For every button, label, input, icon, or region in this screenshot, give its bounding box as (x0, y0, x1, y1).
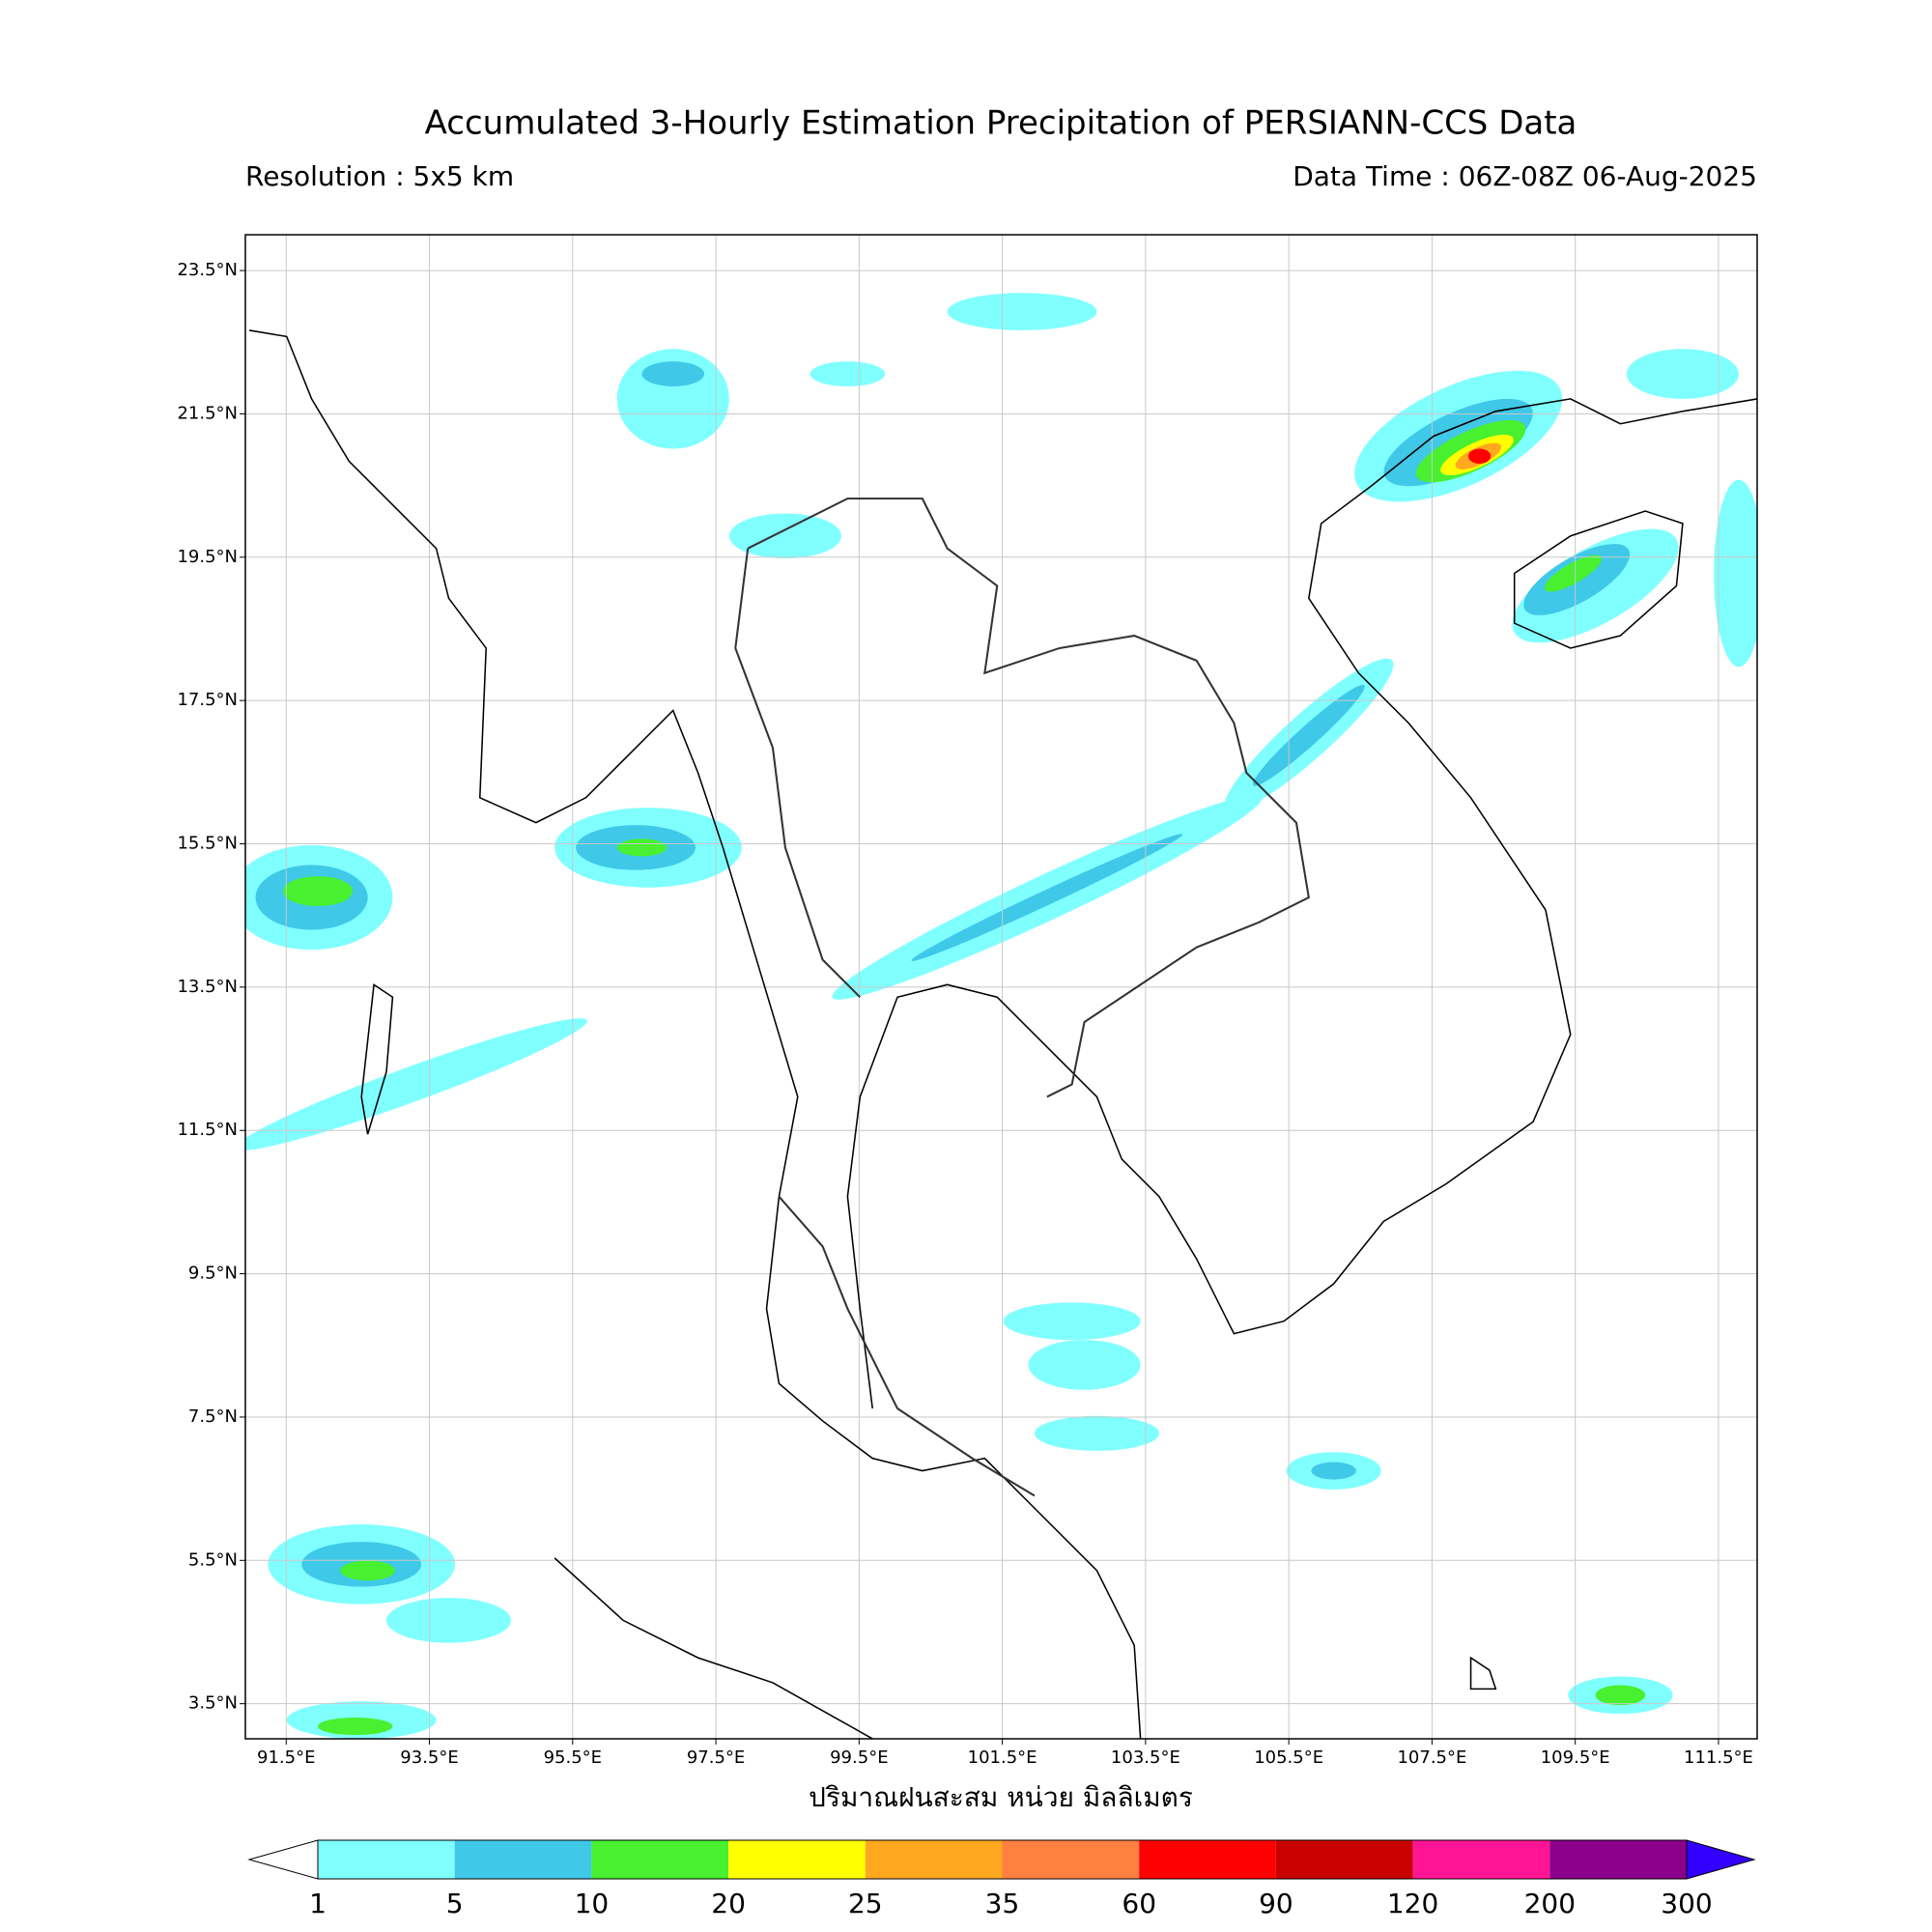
rain-area (1626, 349, 1739, 399)
colorbar-segment (318, 1840, 455, 1879)
grid (245, 235, 1757, 1739)
x-tick-label: 105.5°E (1254, 1747, 1323, 1768)
y-tick-label: 7.5°N (188, 1406, 238, 1427)
y-tick-label: 5.5°N (188, 1549, 238, 1570)
rain-area (1034, 1415, 1159, 1451)
y-tick-label: 15.5°N (177, 834, 238, 854)
colorbar-label: 20 (711, 1888, 746, 1919)
rain-area (340, 1560, 396, 1581)
colorbar: 1 5 10 20 25 35 60 90 120 200 300 (247, 1839, 1756, 1919)
rain-area (1467, 448, 1492, 464)
rain-layer (245, 293, 1757, 1739)
rain-area (1311, 1462, 1356, 1480)
axis-ticks: 91.5°E 93.5°E 95.5°E 97.5°E 99.5°E 101.5°E 103… (177, 260, 1752, 1768)
rain-area (616, 838, 668, 857)
coastlines (248, 329, 1757, 1739)
colorbar-segment (728, 1840, 866, 1879)
x-tick-label: 109.5°E (1541, 1747, 1610, 1768)
x-tick-label: 97.5°E (687, 1747, 745, 1768)
rain-area (947, 293, 1097, 330)
y-tick-label: 9.5°N (188, 1264, 238, 1284)
colorbar-label: 35 (985, 1888, 1020, 1919)
y-tick-label: 11.5°N (177, 1120, 238, 1140)
rain-area (318, 1718, 393, 1736)
rain-area (1252, 684, 1365, 786)
colorbar-segment (1549, 1840, 1687, 1879)
rain-area (1714, 479, 1757, 668)
x-tick-label: 111.5°E (1684, 1747, 1753, 1768)
x-tick-label: 99.5°E (830, 1747, 888, 1768)
y-tick-label: 23.5°N (177, 260, 238, 280)
colorbar-over (1686, 1839, 1756, 1880)
y-tick-label: 19.5°N (177, 547, 238, 567)
colorbar-segment (454, 1840, 592, 1879)
rain-area (1544, 554, 1602, 592)
x-tick-label: 91.5°E (257, 1747, 315, 1768)
colorbar-label: 300 (1661, 1888, 1712, 1919)
colorbar-segment (1002, 1840, 1140, 1879)
title: Accumulated 3-Hourly Estimation Precipit… (425, 104, 1577, 143)
rain-area (245, 1018, 587, 1151)
rain-area (1028, 1340, 1141, 1390)
x-tick-label: 95.5°E (544, 1747, 602, 1768)
rain-area (385, 1598, 512, 1643)
rain-area (641, 361, 705, 386)
map-area (245, 235, 1757, 1739)
colorbar-label: 60 (1122, 1888, 1156, 1919)
x-tick-label: 101.5°E (968, 1747, 1037, 1768)
thailand-border (734, 497, 1310, 1497)
y-tick-label: 13.5°N (177, 977, 238, 997)
y-tick-label: 17.5°N (177, 690, 238, 710)
y-tick-label: 3.5°N (188, 1693, 238, 1714)
x-tick-label: 107.5°E (1397, 1747, 1466, 1768)
rain-area (1595, 1685, 1646, 1706)
colorbar-under (247, 1839, 319, 1880)
rain-area (728, 513, 841, 559)
rain-area (911, 834, 1183, 961)
colorbar-label: 25 (848, 1888, 883, 1919)
rain-area (1003, 1302, 1141, 1341)
colorbar-frame (317, 1839, 1688, 1880)
x-label: ปริมาณฝนสะสม หน่วย มิลลิเมตร (809, 1781, 1193, 1813)
data-time: Data Time : 06Z-08Z 06-Aug-2025 (1293, 160, 1757, 192)
x-tick-label: 93.5°E (400, 1747, 458, 1768)
colorbar-label: 5 (446, 1888, 464, 1919)
colorbar-label: 200 (1524, 1888, 1576, 1919)
colorbar-label: 120 (1387, 1888, 1438, 1919)
colorbar-segment (1412, 1840, 1550, 1879)
y-tick-label: 21.5°N (177, 403, 238, 423)
rain-area (282, 876, 354, 907)
colorbar-label: 1 (309, 1888, 327, 1919)
colorbar-segment (1139, 1840, 1276, 1879)
colorbar-segment (1275, 1840, 1413, 1879)
colorbar-label: 90 (1259, 1888, 1293, 1919)
x-tick-label: 103.5°E (1111, 1747, 1180, 1768)
colorbar-label: 10 (575, 1888, 610, 1919)
rain-area (810, 361, 886, 386)
resolution: Resolution : 5x5 km (245, 160, 514, 192)
colorbar-segment (865, 1840, 1003, 1879)
colorbar-segment (591, 1840, 729, 1879)
